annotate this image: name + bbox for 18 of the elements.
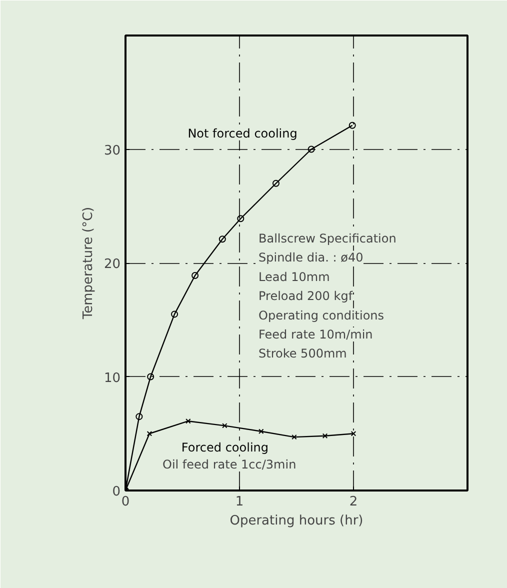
annotation: Operating conditions (258, 308, 384, 322)
series-label: Not forced cooling (188, 126, 298, 140)
x-axis-title: Operating hours (hr) (230, 514, 364, 528)
annotation: Stroke 500mm (258, 346, 347, 361)
annotation: Feed rate 10m/min (258, 328, 373, 342)
y-tick-label: 0 (112, 484, 121, 500)
annotation: Oil feed rate 1cc/3min (162, 458, 296, 472)
series-label: Forced cooling (181, 440, 269, 455)
annotation: Ballscrew Specification (258, 232, 396, 246)
x-tick-label: 1 (235, 494, 244, 510)
y-axis-title: Temperature (°C) (80, 206, 96, 320)
annotation: Spindle dia. : ø40 (258, 250, 364, 265)
annotation: Preload 200 kgf (258, 289, 354, 304)
y-tick-label: 30 (104, 143, 121, 158)
y-tick-label: 20 (104, 257, 121, 272)
y-tick-label: 10 (104, 370, 121, 386)
annotation: Lead 10mm (258, 270, 330, 284)
x-tick-label: 2 (349, 494, 358, 510)
